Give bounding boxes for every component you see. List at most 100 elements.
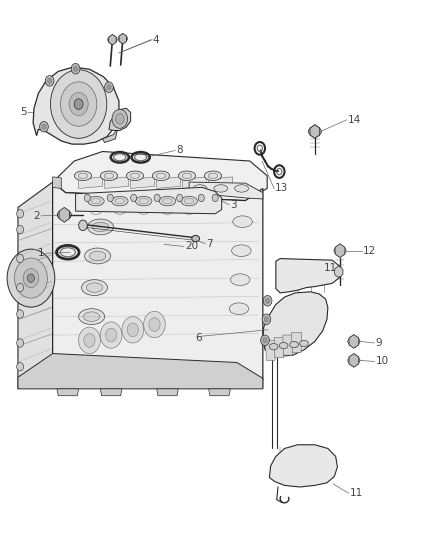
Circle shape <box>122 317 143 343</box>
Ellipse shape <box>152 171 169 181</box>
Polygon shape <box>75 188 221 214</box>
Circle shape <box>74 99 83 109</box>
Circle shape <box>112 109 127 128</box>
Polygon shape <box>53 151 267 200</box>
Ellipse shape <box>126 171 143 181</box>
Ellipse shape <box>191 236 199 241</box>
Polygon shape <box>265 341 275 360</box>
Circle shape <box>334 266 342 277</box>
Ellipse shape <box>289 342 298 348</box>
Polygon shape <box>269 445 337 487</box>
Circle shape <box>60 82 97 126</box>
Polygon shape <box>348 353 358 367</box>
Polygon shape <box>156 389 178 395</box>
Ellipse shape <box>135 196 152 206</box>
Ellipse shape <box>74 171 92 181</box>
Circle shape <box>17 225 24 234</box>
Polygon shape <box>282 335 293 355</box>
Circle shape <box>28 274 34 282</box>
Text: 12: 12 <box>362 246 375 256</box>
Circle shape <box>264 317 268 322</box>
Ellipse shape <box>88 196 104 206</box>
Circle shape <box>105 328 117 342</box>
Text: 11: 11 <box>323 263 336 272</box>
Polygon shape <box>291 333 301 352</box>
Circle shape <box>143 311 165 338</box>
Text: 7: 7 <box>206 239 212 249</box>
Ellipse shape <box>279 342 287 349</box>
Ellipse shape <box>213 185 227 192</box>
Polygon shape <box>53 177 61 189</box>
Circle shape <box>47 78 52 84</box>
Ellipse shape <box>230 274 249 286</box>
Circle shape <box>104 82 113 92</box>
Polygon shape <box>208 389 230 395</box>
Ellipse shape <box>178 171 195 181</box>
Ellipse shape <box>232 216 252 228</box>
Ellipse shape <box>111 196 128 206</box>
Polygon shape <box>18 353 262 389</box>
Ellipse shape <box>299 341 307 346</box>
Polygon shape <box>57 389 78 395</box>
Ellipse shape <box>229 303 248 314</box>
Text: 11: 11 <box>349 488 362 498</box>
Polygon shape <box>275 259 339 293</box>
Polygon shape <box>156 177 180 189</box>
Circle shape <box>42 124 46 130</box>
Polygon shape <box>348 335 358 348</box>
Ellipse shape <box>83 312 99 321</box>
Circle shape <box>71 63 80 74</box>
Polygon shape <box>208 177 232 189</box>
Polygon shape <box>119 34 126 44</box>
Circle shape <box>17 362 24 371</box>
Ellipse shape <box>100 171 117 181</box>
Polygon shape <box>182 177 206 189</box>
Ellipse shape <box>81 280 107 295</box>
Polygon shape <box>18 356 262 389</box>
Ellipse shape <box>86 283 102 292</box>
Text: 6: 6 <box>195 333 202 343</box>
Polygon shape <box>273 338 284 358</box>
Polygon shape <box>18 182 53 380</box>
Circle shape <box>261 314 270 325</box>
Ellipse shape <box>204 171 221 181</box>
Text: 13: 13 <box>274 183 288 193</box>
Ellipse shape <box>78 309 104 325</box>
Polygon shape <box>78 177 102 189</box>
Circle shape <box>263 295 271 306</box>
Circle shape <box>69 92 88 116</box>
Polygon shape <box>262 292 327 356</box>
Ellipse shape <box>159 196 175 206</box>
Circle shape <box>17 254 24 263</box>
Circle shape <box>260 335 269 345</box>
Ellipse shape <box>87 219 113 235</box>
Circle shape <box>262 338 267 343</box>
Circle shape <box>78 327 100 353</box>
Circle shape <box>73 66 78 71</box>
Ellipse shape <box>234 185 248 192</box>
Circle shape <box>39 122 48 132</box>
Text: 8: 8 <box>176 146 182 156</box>
Circle shape <box>45 76 54 86</box>
Polygon shape <box>309 125 319 139</box>
Polygon shape <box>59 207 70 222</box>
Ellipse shape <box>269 343 277 350</box>
Circle shape <box>50 70 106 139</box>
Polygon shape <box>100 389 122 395</box>
Text: 1: 1 <box>37 248 44 259</box>
Text: 4: 4 <box>152 35 159 45</box>
Text: 3: 3 <box>230 200 237 210</box>
Circle shape <box>78 220 87 231</box>
Polygon shape <box>131 177 154 189</box>
Circle shape <box>84 334 95 347</box>
Text: 20: 20 <box>184 241 198 252</box>
Circle shape <box>23 269 39 288</box>
Polygon shape <box>104 177 128 189</box>
Ellipse shape <box>85 248 110 264</box>
Circle shape <box>107 194 113 201</box>
Circle shape <box>14 258 47 298</box>
Circle shape <box>17 284 24 292</box>
Text: 2: 2 <box>33 211 39 221</box>
Polygon shape <box>53 182 262 380</box>
Circle shape <box>176 194 182 201</box>
